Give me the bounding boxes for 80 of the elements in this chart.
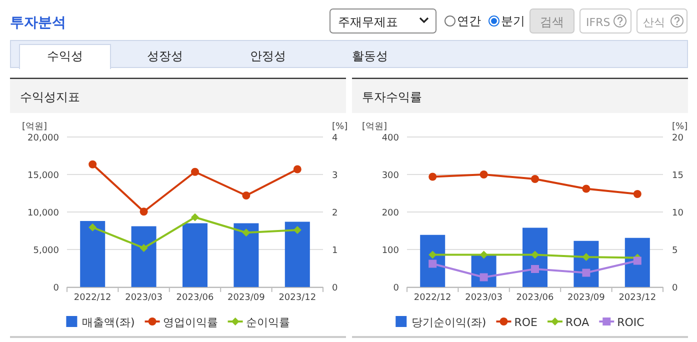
legend-label: 순이익률	[246, 316, 290, 329]
text: 연간	[457, 14, 481, 28]
y2-tick-label: 20	[672, 134, 684, 144]
chart-title: 투자수익률	[362, 90, 422, 104]
text: 투자분석	[10, 15, 66, 31]
point	[191, 168, 199, 176]
y-tick-label: 15,000	[28, 171, 60, 181]
legend-label: 영업이익률	[162, 316, 218, 329]
point	[140, 244, 148, 252]
point	[428, 260, 437, 268]
text: 안정성	[250, 49, 286, 63]
text: IFRS	[586, 16, 610, 29]
text: 검색	[540, 15, 564, 29]
y-tick-label: 0	[393, 284, 400, 294]
chart-title: 수익성지표	[20, 90, 80, 104]
bar	[420, 234, 446, 287]
point	[428, 250, 437, 259]
y-tick-label: 0	[53, 284, 60, 294]
y2-tick-label: 0	[332, 284, 338, 294]
y-tick-label: 400	[382, 134, 400, 144]
y-tick-label: 10,000	[28, 208, 60, 218]
point	[191, 213, 199, 222]
y-tick-label: 20,000	[28, 134, 60, 144]
y2-axis-title: [%]	[332, 122, 348, 132]
point	[531, 250, 539, 259]
x-tick-label: 2023/12	[278, 293, 316, 303]
x-tick-label: 2022/12	[414, 293, 452, 303]
point	[582, 268, 590, 277]
x-tick-label: 2022/12	[74, 293, 112, 303]
point	[633, 190, 642, 198]
y2-tick-label: 15	[672, 171, 684, 181]
x-tick-label: 2023/12	[618, 293, 656, 303]
point	[633, 256, 642, 265]
y-axis-title: [억원]	[22, 122, 48, 132]
point	[293, 165, 302, 174]
point	[531, 265, 539, 273]
y2-tick-label: 0	[672, 284, 678, 294]
y2-tick-label: 2	[332, 208, 338, 218]
point	[242, 192, 250, 200]
point	[480, 170, 488, 178]
y-tick-label: 100	[382, 246, 400, 256]
point	[242, 228, 250, 237]
text: 산식	[643, 16, 665, 29]
y-tick-label: 5,000	[33, 246, 60, 256]
legend-label: 매출액(좌)	[82, 316, 135, 329]
x-tick-label: 2023/09	[568, 293, 606, 303]
text: 주재무제표	[338, 15, 398, 29]
bar	[624, 238, 650, 287]
legend-label: ROA	[565, 316, 590, 329]
legend-label: ROIC	[617, 316, 645, 329]
y2-tick-label: 10	[672, 208, 684, 218]
point	[88, 223, 97, 232]
text: 활동성	[352, 49, 388, 63]
x-tick-label: 2023/06	[176, 293, 214, 303]
x-tick-label: 2023/03	[125, 293, 162, 303]
text: 성장성	[147, 49, 183, 63]
x-tick-label: 2023/09	[228, 293, 266, 303]
point	[140, 208, 148, 216]
y2-tick-label: 5	[672, 246, 678, 256]
y2-tick-label: 1	[332, 246, 338, 256]
text: 분기	[501, 14, 525, 28]
legend-label: 당기순이익(좌)	[412, 316, 486, 329]
y-tick-label: 300	[382, 171, 400, 181]
y-tick-label: 200	[382, 208, 400, 218]
x-tick-label: 2023/06	[516, 293, 554, 303]
point	[582, 184, 590, 193]
point	[531, 175, 539, 183]
point	[480, 273, 488, 282]
point	[293, 226, 302, 234]
point	[88, 160, 97, 168]
point	[582, 253, 590, 261]
text: 수익성	[47, 49, 83, 63]
x-tick-label: 2023/03	[465, 293, 502, 303]
point	[428, 172, 437, 181]
legend-label: ROE	[514, 316, 538, 329]
y2-tick-label: 3	[332, 171, 338, 181]
y-axis-title: [억원]	[362, 122, 388, 132]
point	[480, 250, 488, 259]
y2-tick-label: 4	[332, 134, 338, 144]
y2-axis-title: [%]	[672, 122, 688, 132]
